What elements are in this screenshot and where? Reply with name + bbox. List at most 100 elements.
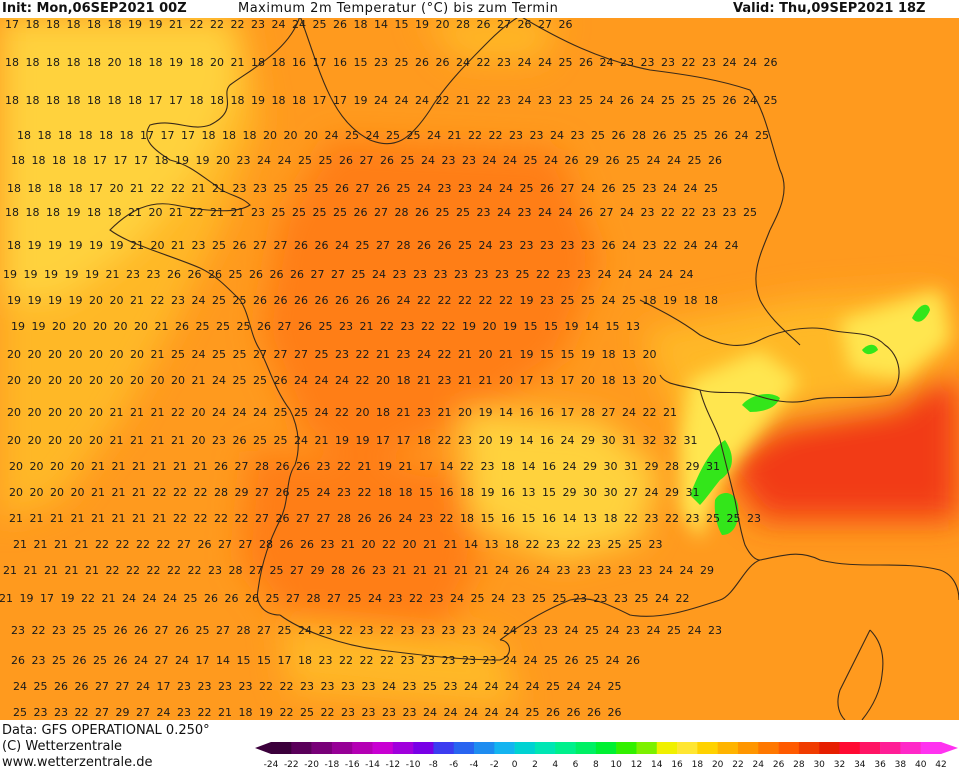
temp-label: 22 — [335, 406, 349, 419]
temp-label: 21 — [663, 406, 677, 419]
temp-label: 26 — [257, 320, 271, 333]
temp-label: 20 — [89, 406, 103, 419]
temp-label: 23 — [372, 564, 386, 577]
temp-label: 22 — [380, 320, 394, 333]
temp-label: 25 — [292, 206, 306, 219]
temp-label: 25 — [253, 374, 267, 387]
temp-label: 26 — [415, 56, 429, 69]
temp-label: 25 — [526, 706, 540, 719]
temp-label: 23 — [11, 624, 25, 637]
temp-label: 18 — [26, 206, 40, 219]
scale-tick-label: 22 — [732, 760, 743, 770]
temp-label: 23 — [639, 564, 653, 577]
temp-label: 25 — [333, 206, 347, 219]
temp-label: 23 — [497, 94, 511, 107]
temp-label: 26 — [546, 706, 560, 719]
temp-label: 26 — [565, 154, 579, 167]
temp-label: 20 — [28, 406, 42, 419]
temp-label: 22 — [194, 486, 208, 499]
temp-label: 22 — [194, 512, 208, 525]
temp-label: 21 — [231, 206, 245, 219]
temp-label: 23 — [747, 512, 761, 525]
temp-label: 28 — [214, 486, 228, 499]
scale-tick-label: 36 — [874, 760, 886, 770]
temp-label: 19 — [335, 434, 349, 447]
temp-label: 21 — [458, 348, 472, 361]
temp-label: 18 — [460, 486, 474, 499]
temp-label: 23 — [321, 538, 335, 551]
temp-label: 25 — [581, 294, 595, 307]
temp-label: 23 — [430, 592, 444, 605]
temp-label: 23 — [649, 538, 663, 551]
scale-swatch — [677, 742, 698, 754]
temp-label: 26 — [280, 538, 294, 551]
coastline-corsica — [837, 629, 884, 720]
coastline-channel — [299, 16, 521, 145]
temp-label: 26 — [274, 294, 288, 307]
scale-swatch — [636, 742, 658, 754]
temp-label: 23 — [403, 680, 417, 693]
valid-time: Valid: Thu,09SEP2021 18Z — [733, 1, 926, 16]
temp-label: 24 — [684, 182, 698, 195]
temp-label: 22 — [643, 406, 657, 419]
field-cooler-channel — [0, 16, 240, 300]
temp-label: 18 — [272, 94, 286, 107]
temp-label: 21 — [13, 538, 27, 551]
scale-swatch — [534, 742, 556, 754]
temp-label: 27 — [376, 239, 390, 252]
temp-label: 25 — [764, 94, 778, 107]
temp-label: 20 — [52, 320, 66, 333]
temp-label: 27 — [95, 706, 109, 719]
temp-label: 20 — [73, 320, 87, 333]
temp-label: 24 — [192, 294, 206, 307]
temp-label: 23 — [499, 239, 513, 252]
temp-label: 21 — [91, 512, 105, 525]
temp-label: 25 — [694, 129, 708, 142]
temp-label: 19 — [520, 294, 534, 307]
temp-label: 26 — [294, 294, 308, 307]
temp-label: 25 — [212, 348, 226, 361]
temp-label: 25 — [300, 706, 314, 719]
temp-label: 22 — [380, 654, 394, 667]
temp-label: 24 — [257, 154, 271, 167]
temp-label: 23 — [645, 512, 659, 525]
temp-label: 22 — [421, 320, 435, 333]
temp-label: 25 — [315, 182, 329, 195]
temp-label: 21 — [0, 592, 13, 605]
temp-label: 22 — [382, 538, 396, 551]
temp-label: 18 — [417, 434, 431, 447]
temp-label: 25 — [296, 486, 310, 499]
temp-label: 31 — [624, 460, 638, 473]
temp-label: 22 — [190, 18, 204, 31]
temp-label: 25 — [278, 624, 292, 637]
temp-label: 25 — [628, 538, 642, 551]
color-scale: -24 -22 -20 -18 -16 -14 -12 -10 -8 -6 -4 -2 0 2 4 6 8 10 1… — [255, 742, 958, 770]
temp-label: 18 — [108, 94, 122, 107]
temp-label: 17 — [561, 406, 575, 419]
temp-label: 16 — [542, 460, 556, 473]
map-title: Maximum 2m Temperatur (°C) bis zum Termi… — [238, 1, 559, 16]
temp-label: 19 — [28, 294, 42, 307]
temp-label: 23 — [544, 624, 558, 637]
temp-label: 22 — [665, 512, 679, 525]
scale-tick-label: 40 — [915, 760, 927, 770]
temp-label: 27 — [253, 239, 267, 252]
temp-label: 27 — [255, 486, 269, 499]
temp-label: 20 — [28, 434, 42, 447]
temp-label: 23 — [614, 592, 628, 605]
temp-label: 25 — [626, 154, 640, 167]
temp-label: 18 — [378, 486, 392, 499]
scale-tick-label: -10 — [406, 760, 421, 770]
temp-label: 24 — [684, 239, 698, 252]
temp-label: 19 — [44, 268, 58, 281]
init-time: Init: Mon,06SEP2021 00Z — [2, 1, 187, 16]
temp-label: 22 — [337, 460, 351, 473]
temp-label: 26 — [438, 239, 452, 252]
temp-label: 27 — [374, 206, 388, 219]
temp-label: 24 — [659, 564, 673, 577]
temp-label: 21 — [456, 94, 470, 107]
temp-label: 29 — [645, 460, 659, 473]
temp-label: 24 — [600, 94, 614, 107]
temp-label: 13 — [583, 512, 597, 525]
temp-label: 21 — [458, 374, 472, 387]
